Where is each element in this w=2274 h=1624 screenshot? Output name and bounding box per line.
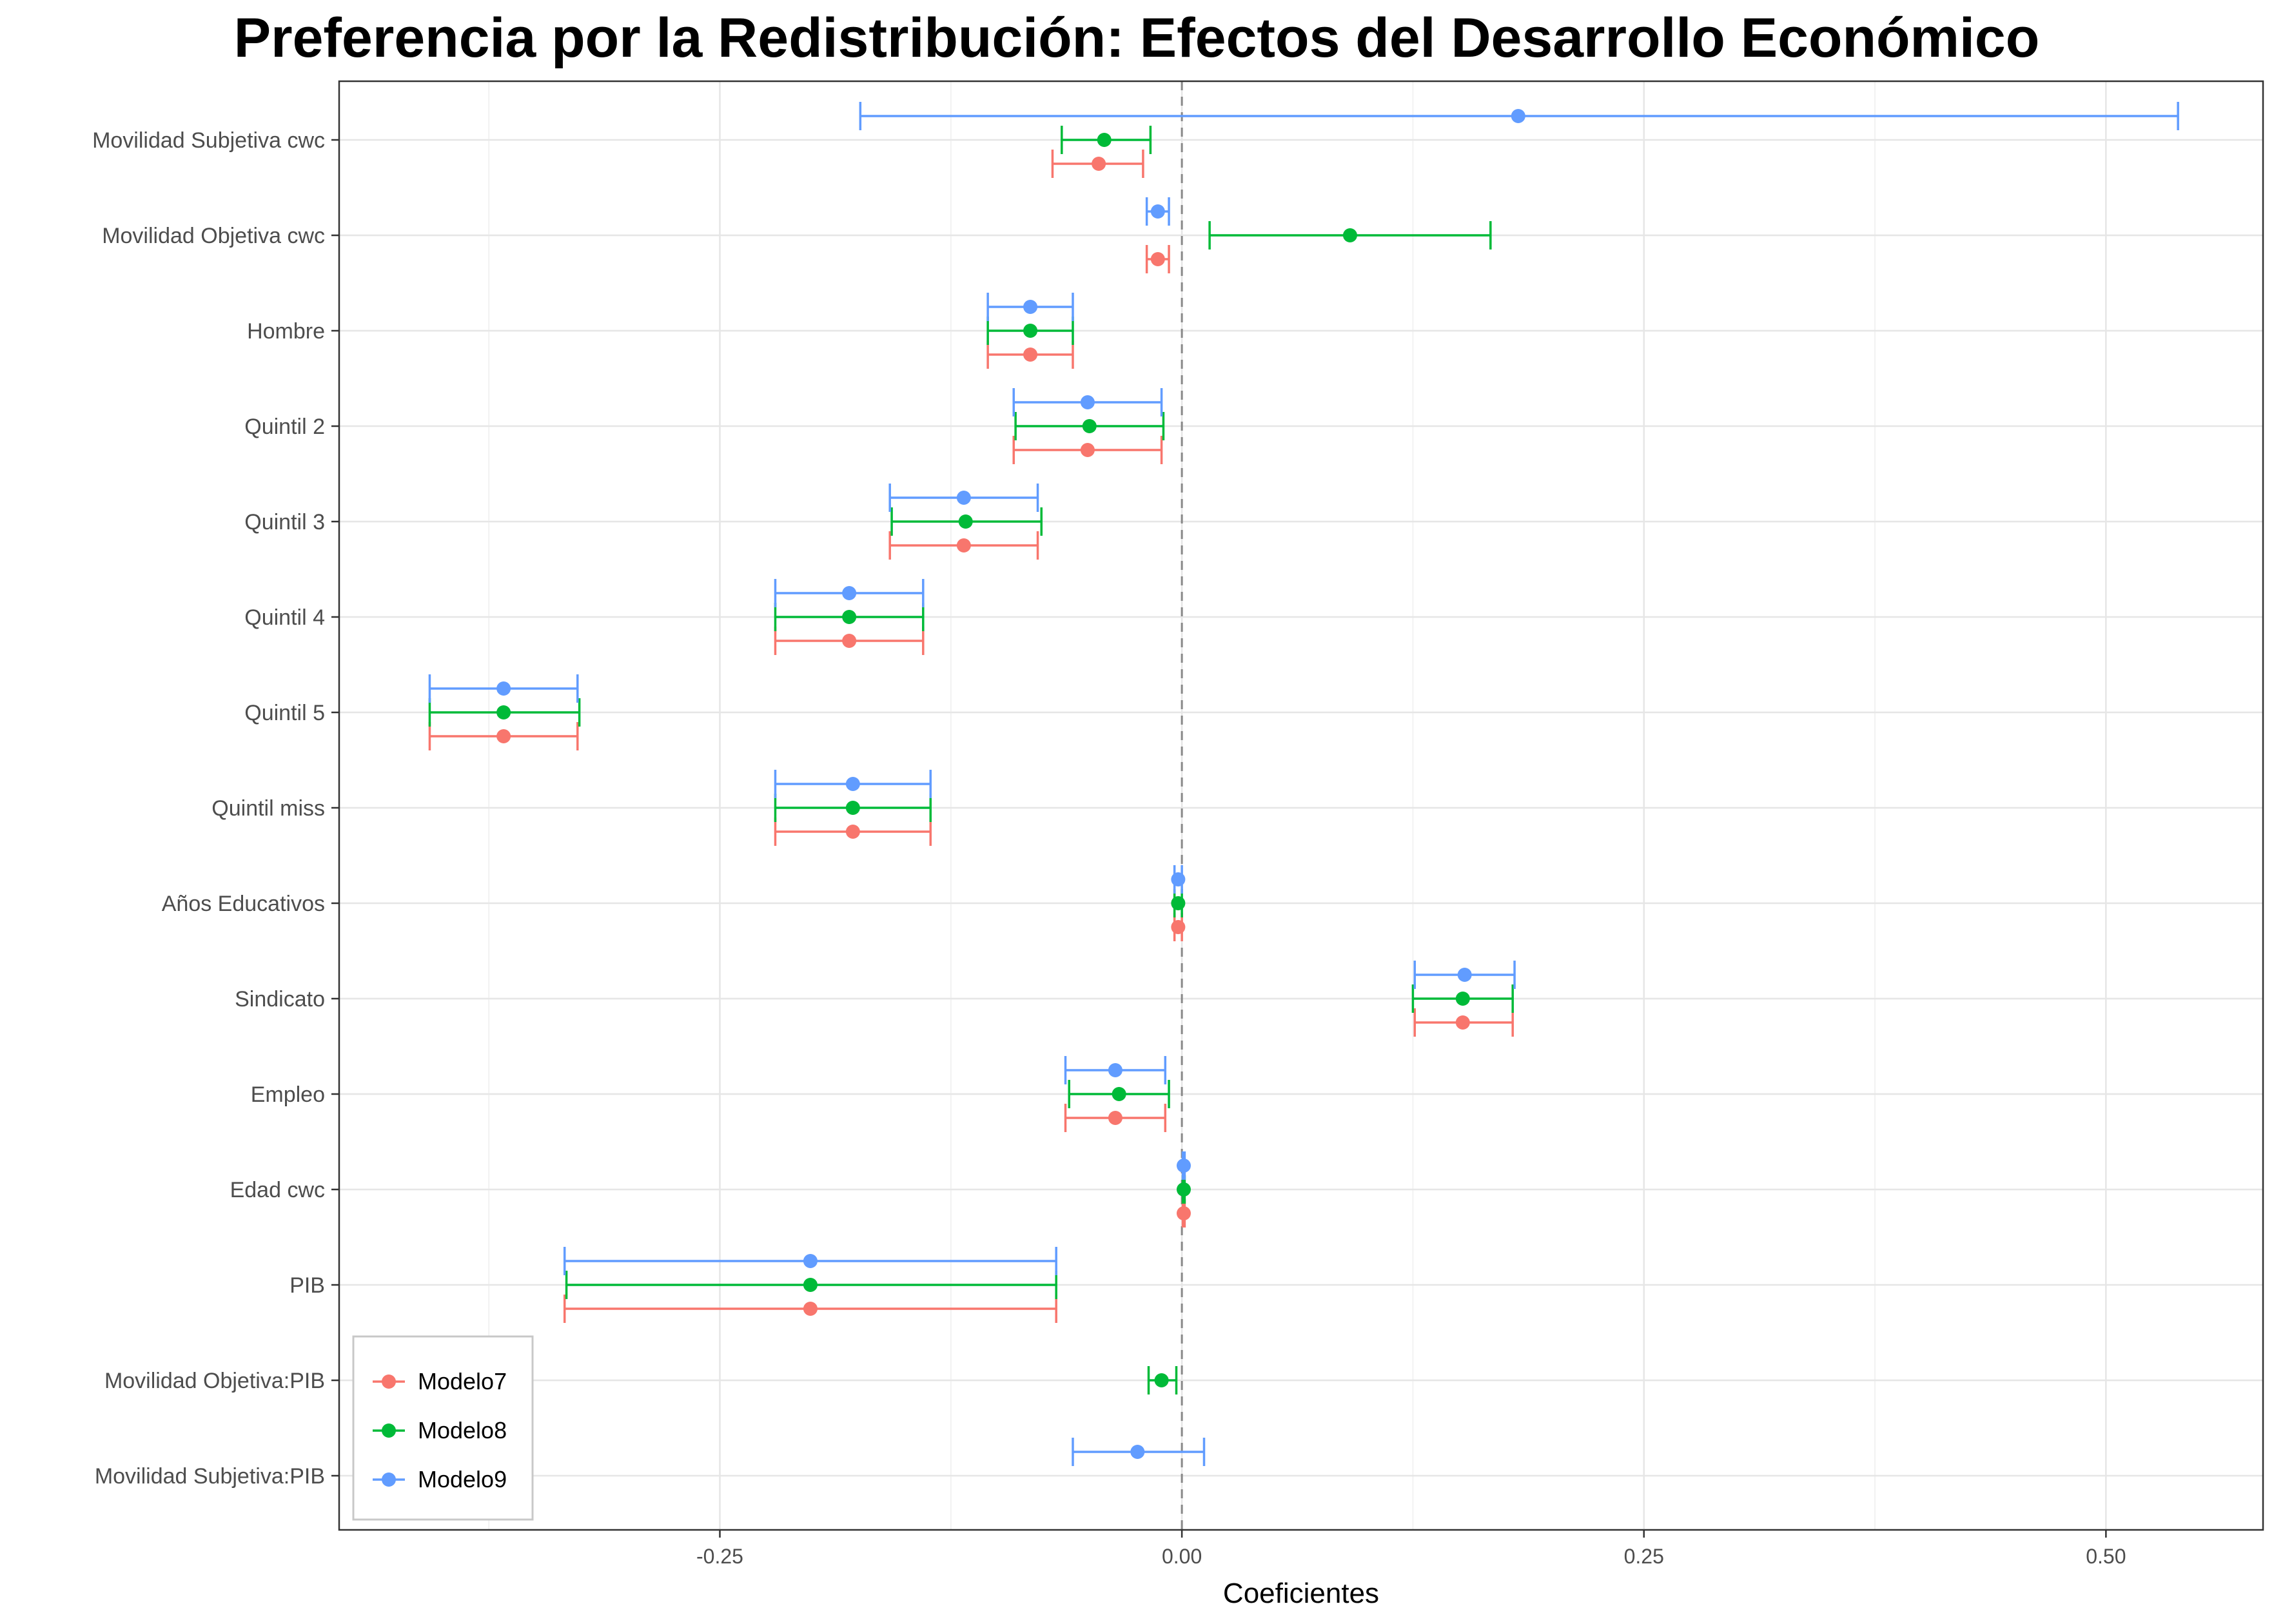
estimate-point bbox=[1108, 1063, 1122, 1077]
category-label: Movilidad Objetiva:PIB bbox=[104, 1369, 325, 1393]
estimate-point bbox=[1171, 872, 1186, 886]
estimate-point bbox=[1171, 896, 1186, 910]
x-tick-label: 0.50 bbox=[2086, 1545, 2126, 1568]
chart-title: Preferencia por la Redistribución: Efect… bbox=[234, 7, 2040, 69]
x-axis-ticks: -0.25 0.00 0.25 0.50 bbox=[696, 1530, 2126, 1568]
estimate-point bbox=[1023, 347, 1038, 362]
legend-key-point bbox=[382, 1375, 396, 1389]
estimate-point bbox=[842, 634, 857, 648]
category-label: Empleo bbox=[251, 1082, 325, 1107]
estimate-point bbox=[496, 729, 511, 743]
legend-label: Modelo9 bbox=[418, 1466, 507, 1492]
category-label: Quintil 4 bbox=[244, 605, 325, 630]
estimate-point bbox=[1150, 252, 1165, 266]
estimate-point bbox=[496, 681, 511, 696]
category-label: Movilidad Subjetiva cwc bbox=[92, 128, 325, 153]
grid-lines bbox=[339, 81, 2263, 1530]
category-label: Hombre bbox=[247, 319, 325, 344]
estimate-point bbox=[1455, 1015, 1470, 1030]
estimate-point bbox=[1082, 419, 1097, 433]
series-modelo9 bbox=[428, 102, 2179, 1466]
estimate-point bbox=[1150, 204, 1165, 219]
estimate-point bbox=[1511, 109, 1525, 123]
estimate-point bbox=[803, 1254, 818, 1268]
series-modelo8 bbox=[428, 126, 1514, 1394]
estimate-point bbox=[956, 491, 971, 505]
estimate-point bbox=[1112, 1087, 1126, 1101]
category-label: Sindicato bbox=[235, 987, 325, 1012]
legend-label: Modelo8 bbox=[418, 1417, 507, 1443]
estimate-point bbox=[958, 514, 973, 529]
estimate-point bbox=[1342, 228, 1357, 242]
estimate-point bbox=[1176, 1206, 1191, 1220]
series-layer bbox=[428, 102, 2179, 1466]
category-label: Movilidad Objetiva cwc bbox=[102, 224, 325, 248]
estimate-point bbox=[956, 538, 971, 553]
estimate-point bbox=[1457, 968, 1472, 982]
series-modelo7 bbox=[428, 150, 1514, 1323]
estimate-point bbox=[1108, 1111, 1122, 1125]
category-label: Edad cwc bbox=[230, 1178, 325, 1202]
legend: Modelo7 Modelo8 Modelo9 bbox=[352, 1335, 534, 1521]
x-tick-label: 0.25 bbox=[1624, 1545, 1664, 1568]
estimate-point bbox=[1023, 300, 1038, 314]
estimate-point bbox=[845, 801, 860, 815]
estimate-point bbox=[1092, 157, 1106, 171]
estimate-point bbox=[1080, 443, 1095, 457]
estimate-point bbox=[496, 705, 511, 719]
estimate-point bbox=[845, 825, 860, 839]
category-label: Quintil miss bbox=[211, 796, 325, 821]
estimate-point bbox=[842, 586, 857, 600]
estimate-point bbox=[1154, 1373, 1169, 1387]
category-label: Quintil 5 bbox=[244, 701, 325, 725]
estimate-point bbox=[1097, 133, 1112, 147]
estimate-point bbox=[1176, 1159, 1191, 1173]
plot-background bbox=[339, 81, 2263, 1530]
category-label: Quintil 2 bbox=[244, 415, 325, 439]
category-label: Movilidad Subjetiva:PIB bbox=[95, 1464, 325, 1489]
x-tick-label: 0.00 bbox=[1162, 1545, 1202, 1568]
estimate-point bbox=[842, 610, 857, 624]
x-axis-title: Coeficientes bbox=[1223, 1578, 1379, 1609]
estimate-point bbox=[1130, 1445, 1145, 1459]
estimate-point bbox=[1176, 1182, 1191, 1197]
legend-label: Modelo7 bbox=[418, 1368, 507, 1394]
estimate-point bbox=[845, 777, 860, 791]
legend-key-point bbox=[382, 1423, 396, 1438]
category-label: PIB bbox=[289, 1273, 325, 1298]
estimate-point bbox=[1080, 395, 1095, 409]
estimate-point bbox=[1171, 920, 1186, 934]
category-label: Años Educativos bbox=[162, 892, 325, 916]
estimate-point bbox=[1455, 992, 1470, 1006]
category-label: Quintil 3 bbox=[244, 510, 325, 534]
estimate-point bbox=[803, 1278, 818, 1292]
estimate-point bbox=[803, 1302, 818, 1316]
legend-key-point bbox=[382, 1472, 396, 1487]
estimate-point bbox=[1023, 324, 1038, 338]
category-labels: Movilidad Subjetiva cwc Movilidad Objetiv… bbox=[92, 128, 339, 1489]
x-tick-label: -0.25 bbox=[696, 1545, 743, 1568]
plot-panel-border bbox=[338, 80, 2264, 1531]
